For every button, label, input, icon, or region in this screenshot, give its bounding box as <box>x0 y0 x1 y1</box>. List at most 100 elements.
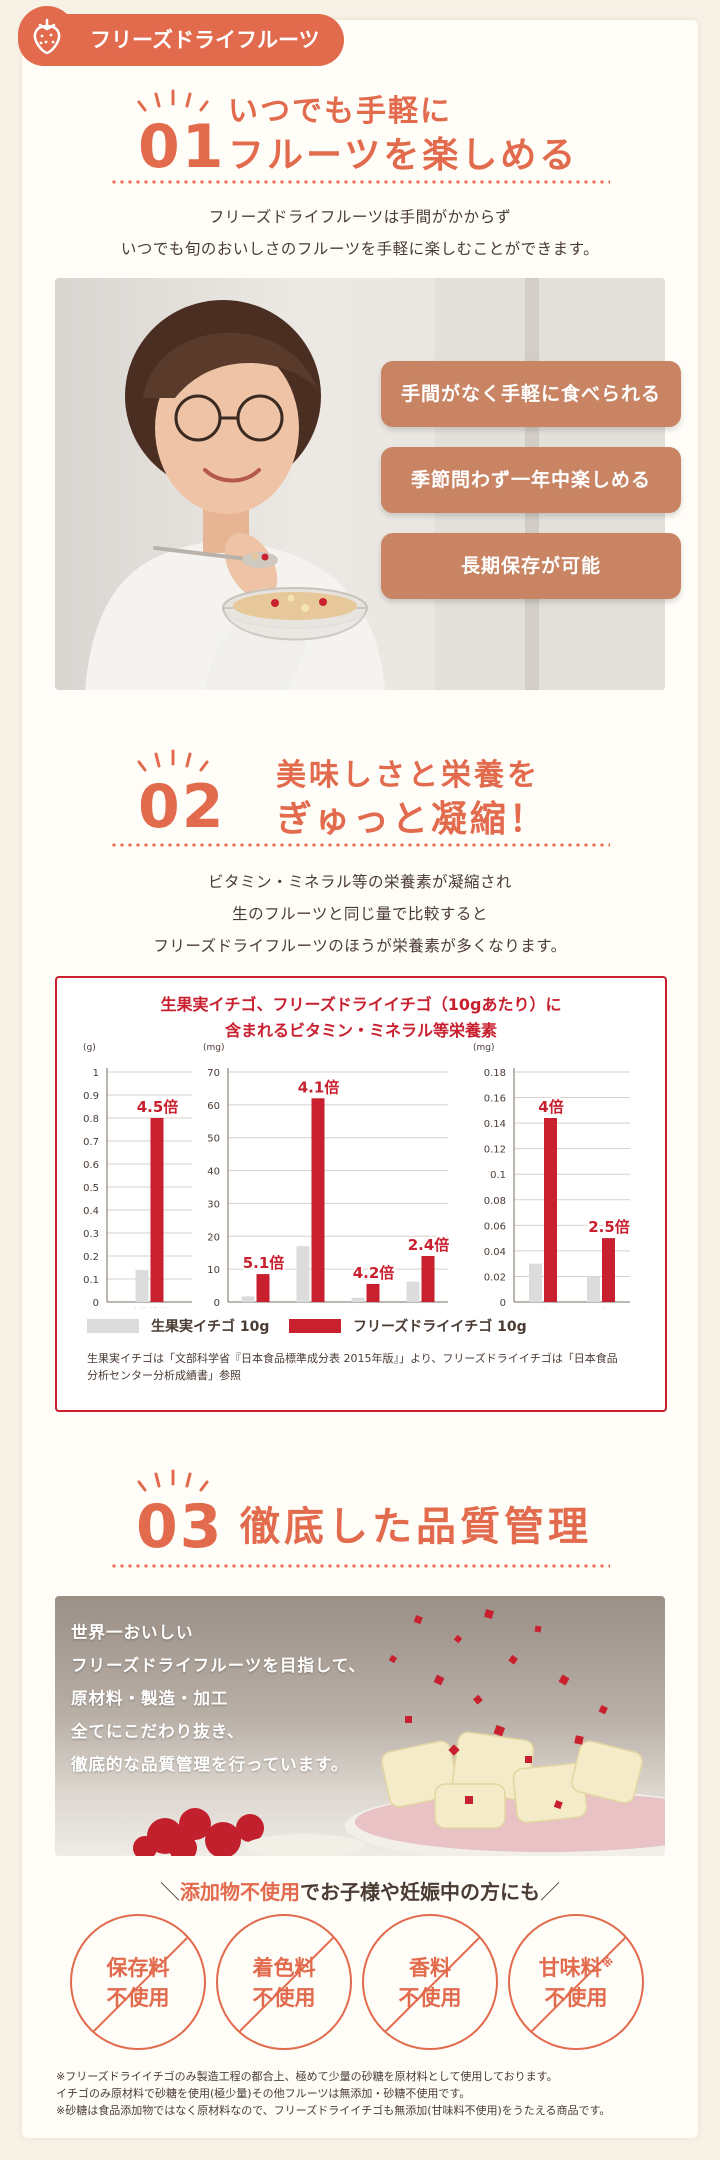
footnote: ※フリーズドライイチゴのみ製造工程の都合上、極めて少量の砂糖を原材料として使用し… <box>56 2070 558 2083</box>
ratio-label: 2.5倍 <box>588 1218 630 1236</box>
nutrient-chart: 生果実イチゴ、フリーズドライイチゴ（10gあたり）に 含まれるビタミン・ミネラル… <box>55 976 667 1412</box>
quality-text-line: 全てにこだわり抜き、 <box>71 1722 245 1741</box>
y-tick-label: 0.1 <box>83 1275 99 1286</box>
bar-freeze <box>150 1118 164 1302</box>
badge-coloring-free: 着色料 不使用 <box>216 1914 352 2050</box>
y-tick-label: 0.7 <box>83 1137 99 1148</box>
y-tick-label: 0 <box>500 1298 506 1308</box>
y-tick-label: 0.18 <box>484 1068 506 1079</box>
chart-plot: (g)00.10.20.30.40.50.60.70.80.914.5倍4.5倍… <box>83 1043 632 1308</box>
chart-source-line2: 分析センター分析成績書」参照 <box>87 1369 241 1382</box>
legend-label-freeze: フリーズドライイチゴ 10g <box>353 1319 527 1335</box>
bar-freeze <box>311 1098 325 1302</box>
ratio-label-outline: 2.5倍 <box>588 1218 630 1236</box>
badge-line2: 不使用 <box>252 1986 316 2010</box>
badge-line1-text: 甘味料 <box>538 1956 602 1980</box>
section2-desc-line3: フリーズドライフルーツのほうが栄養素が多くなります。 <box>153 937 567 955</box>
section2-title-line1: 美味しさと栄養を <box>276 758 540 793</box>
y-tick-label: 0.02 <box>484 1272 506 1283</box>
section2-title-line2: ぎゅっと凝縮！ <box>276 799 548 840</box>
chart-source-line1: 生果実イチゴは「文部科学省『日本食品標準成分表 2015年版』」より、フリーズド… <box>87 1352 618 1365</box>
y-tick-label: 0.16 <box>484 1094 506 1105</box>
bar-freeze <box>421 1256 435 1302</box>
quality-text-line: 徹底的な品質管理を行っています。 <box>71 1755 349 1774</box>
quality-text: 世界一おいしい フリーズドライフルーツを目指して、 原材料・製造・加工 全てにこ… <box>71 1616 366 1781</box>
chart-title-line1: 生果実イチゴ、フリーズドライイチゴ（10gあたり）に <box>160 995 562 1014</box>
sparkle-rays-icon <box>137 1469 209 1492</box>
bar-fresh <box>351 1297 365 1302</box>
ratio-label: 5.1倍 <box>243 1254 285 1272</box>
section2-desc-line1: ビタミン・ミネラル等の栄養素が凝縮され <box>207 873 512 891</box>
y-tick-label: 0.1 <box>490 1170 506 1181</box>
ratio-label-outline: 4.2倍 <box>353 1264 395 1282</box>
legend-freeze: フリーズドライイチゴ 10g <box>289 1316 527 1336</box>
y-tick-label: 70 <box>207 1068 220 1079</box>
y-axis-unit: (mg) <box>473 1043 495 1053</box>
banner-label: フリーズドライフルーツ <box>90 28 320 52</box>
footnote: ※砂糖は食品添加物ではなく原材料なので、フリーズドライイチゴも無添加(甘味料不使… <box>56 2104 611 2117</box>
ratio-label: 4.5倍 <box>137 1098 179 1116</box>
badge-line2: 不使用 <box>106 1986 170 2010</box>
y-tick-label: 60 <box>207 1101 220 1112</box>
ratio-label-outline: 4.5倍 <box>137 1098 179 1116</box>
strawberry-logo-icon <box>18 6 76 64</box>
section1-title-line2: フルーツを楽しめる <box>228 135 579 176</box>
section1-desc-line1: フリーズドライフルーツは手間がかからず <box>208 208 512 226</box>
dotted-divider <box>110 843 610 847</box>
dotted-divider <box>110 1564 610 1568</box>
y-tick-label: 0 <box>214 1298 220 1308</box>
bar-fresh <box>296 1246 310 1302</box>
quality-text-line: 世界一おいしい <box>71 1623 194 1642</box>
badge-line1: 着色料 <box>252 1956 316 1980</box>
ratio-label-outline: 5.1倍 <box>243 1254 285 1272</box>
section2-desc-line2: 生のフルーツと同じ量で比較すると <box>232 905 488 923</box>
x-tick-label: 亜鉛 <box>591 1307 611 1308</box>
ratio-label: 4倍 <box>538 1098 563 1116</box>
badge-line2: 不使用 <box>544 1986 608 2010</box>
ratio-label-outline: 4.1倍 <box>298 1078 340 1096</box>
ratio-label-outline: 4倍 <box>538 1098 563 1116</box>
bar-freeze <box>366 1283 380 1302</box>
legend-label-fresh: 生果実イチゴ 10g <box>151 1319 270 1335</box>
section3-title: 徹底した品質管理 <box>240 1504 592 1550</box>
y-tick-label: 0.9 <box>83 1091 99 1102</box>
slash-left-icon: ＼ <box>160 1880 180 1904</box>
y-tick-label: 0.8 <box>83 1114 99 1125</box>
legend-fresh: 生果実イチゴ 10g <box>87 1316 269 1336</box>
legend-swatch-freeze <box>289 1319 341 1333</box>
footnotes: ※フリーズドライイチゴのみ製造工程の都合上、極めて少量の砂糖を原材料として使用し… <box>56 2068 696 2119</box>
badge-flavoring-free: 香料 不使用 <box>362 1914 498 2050</box>
bar-freeze <box>602 1238 615 1302</box>
section1-number: 01 <box>138 112 226 182</box>
sparkle-rays-icon <box>137 749 209 772</box>
y-tick-label: 0.08 <box>484 1196 506 1207</box>
bar-fresh <box>587 1276 600 1302</box>
ratio-label: 2.4倍 <box>408 1236 450 1254</box>
badge-line1: 保存料 <box>106 1956 170 1980</box>
additive-highlight: 添加物不使用 <box>180 1880 300 1904</box>
y-tick-label: 10 <box>207 1265 220 1276</box>
x-tick-label: 鉄 <box>538 1307 548 1308</box>
y-tick-label: 0.6 <box>83 1160 99 1171</box>
y-tick-label: 0.14 <box>484 1119 506 1130</box>
strawberry-chocolate-photo: 世界一おいしい フリーズドライフルーツを目指して、 原材料・製造・加工 全てにこ… <box>55 1596 665 1856</box>
badge-sweetener-free: 甘味料※ 不使用 <box>508 1914 644 2050</box>
sparkle-rays-icon <box>137 89 209 112</box>
badge-line1: 香料 <box>409 1956 451 1980</box>
ratio-label: 4.2倍 <box>353 1264 395 1282</box>
y-tick-label: 0.04 <box>484 1247 506 1258</box>
bar-freeze <box>256 1274 270 1302</box>
y-tick-label: 0.12 <box>484 1145 506 1156</box>
footnote: イチゴのみ原材料で砂糖を使用(極少量)その他フルーツは無添加・砂糖不使用です。 <box>56 2087 471 2100</box>
y-tick-label: 50 <box>207 1134 220 1145</box>
bar-fresh <box>529 1263 542 1302</box>
bar-fresh <box>241 1296 255 1302</box>
chart-title-line2: 含まれるビタミン・ミネラル等栄養素 <box>224 1021 497 1040</box>
benefit-pill-season: 季節問わず一年中楽しめる <box>381 447 681 513</box>
y-tick-label: 0.5 <box>83 1183 99 1194</box>
section1-title-line1: いつでも手軽に <box>228 94 452 129</box>
bar-fresh <box>406 1281 420 1302</box>
y-axis-unit: (mg) <box>203 1043 225 1053</box>
y-tick-label: 0.2 <box>83 1252 99 1263</box>
x-tick-label: 食物繊維 <box>130 1307 169 1308</box>
